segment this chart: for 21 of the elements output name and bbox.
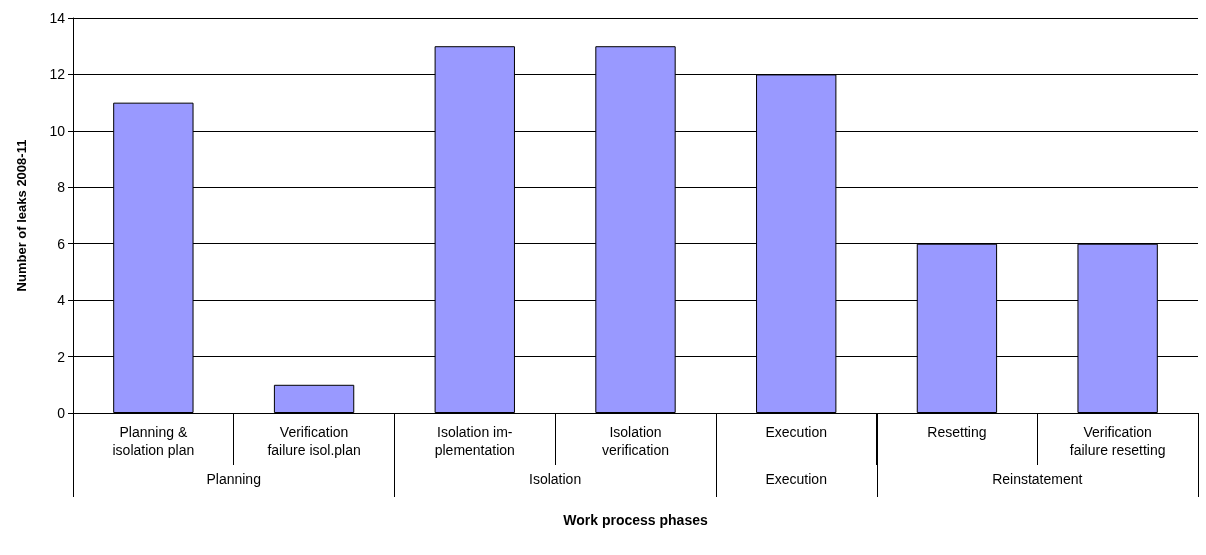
y-tick-label: 14	[49, 10, 66, 26]
x-tick-label: Planning & isolation plan	[112, 424, 195, 458]
text: Reinstatement	[991, 471, 1084, 487]
y-tick-label: 2	[57, 348, 66, 365]
y-tick-label: 6	[57, 235, 66, 252]
x-axis-title: Work process phases	[563, 512, 708, 528]
text: Planning	[205, 471, 262, 487]
y-axis-title: Number of leaks 2008-11	[14, 139, 29, 292]
x-tick-label: Isolation verification	[602, 424, 669, 458]
y-tick-label: 12	[49, 66, 66, 83]
x-tick-label: Verification failure isol.plan	[267, 424, 361, 458]
x-tick-label: Execution	[765, 424, 827, 440]
x-tick-label: Resetting	[927, 424, 987, 440]
x-tick-label: Isolation im- plementation	[434, 424, 515, 458]
text: Execution	[764, 471, 828, 487]
y-tick-label: 4	[57, 292, 66, 309]
x-tick-label: Verification failure resetting	[1069, 424, 1166, 458]
text: Isolation	[528, 471, 583, 487]
y-tick-label: 0	[57, 405, 66, 421]
y-tick-label: 10	[49, 122, 66, 139]
y-tick-label: 8	[57, 179, 66, 196]
